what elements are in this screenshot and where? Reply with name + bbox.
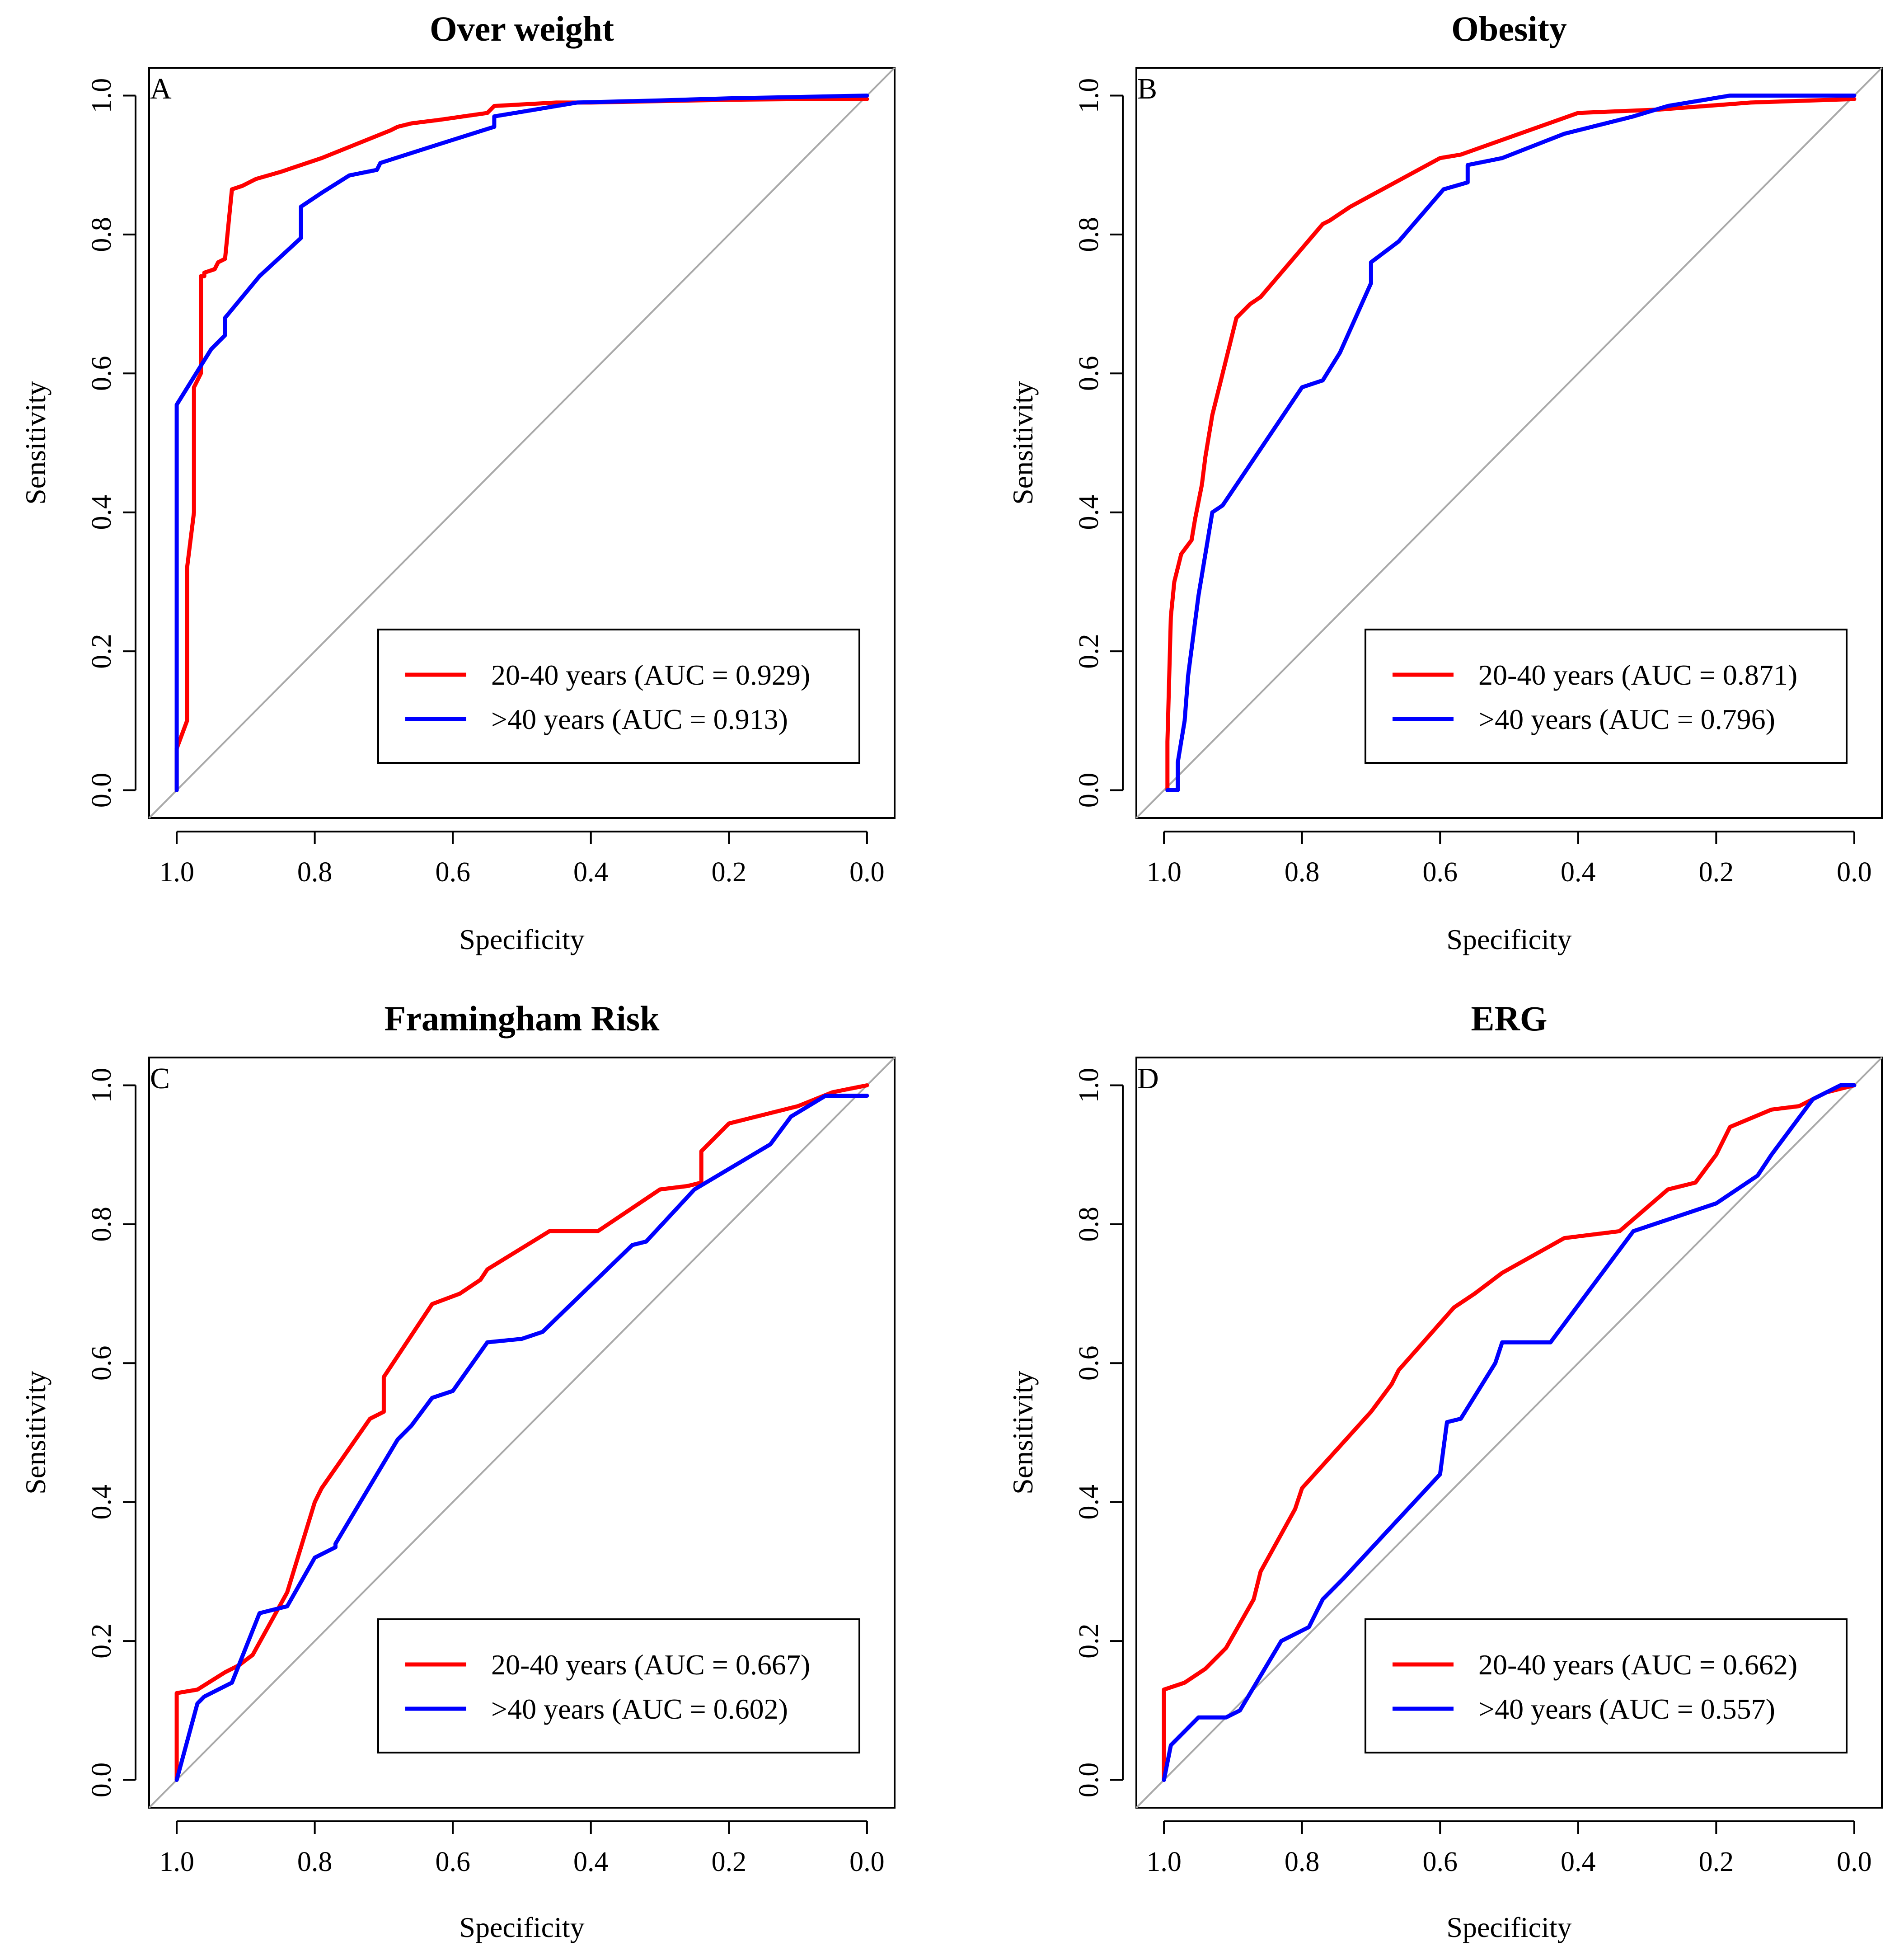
x-tick-label: 1.0 <box>1146 1847 1182 1877</box>
panel-title: Framingham Risk <box>385 999 660 1038</box>
roc-curve-20-40-years <box>1162 1083 1857 1782</box>
reference-diagonal <box>1135 67 1883 819</box>
x-tick-label: 0.2 <box>1699 1847 1734 1877</box>
y-tick-label: 0.6 <box>1074 1346 1104 1381</box>
y-tick-label: 1.0 <box>86 1068 117 1103</box>
y-tick-label: 0.4 <box>86 495 117 530</box>
y-tick-label: 1.0 <box>1074 78 1104 113</box>
legend-box <box>1365 629 1848 764</box>
x-tick-label: 0.4 <box>1561 1847 1596 1877</box>
x-tick-label: 1.0 <box>1146 857 1182 888</box>
x-tick-label: 0.0 <box>1837 857 1872 888</box>
panel-letter: A <box>150 72 172 105</box>
legend-box <box>377 1618 860 1753</box>
x-tick-label: 0.6 <box>435 1847 470 1877</box>
y-tick-label: 0.8 <box>1074 217 1104 252</box>
y-tick-label: 0.2 <box>1074 634 1104 669</box>
y-tick-label: 0.2 <box>86 1623 117 1659</box>
x-tick-label: 0.8 <box>297 857 333 888</box>
y-axis-label: Sensitivity <box>1007 1371 1039 1495</box>
x-tick-label: 0.2 <box>712 857 747 888</box>
legend-label: 20-40 years (AUC = 0.662) <box>1478 1649 1797 1681</box>
x-tick-label: 0.4 <box>1561 857 1596 888</box>
x-tick-label: 0.6 <box>435 857 470 888</box>
x-tick-label: 0.6 <box>1422 857 1458 888</box>
plot-frame <box>1135 1057 1883 1809</box>
y-tick-label: 0.4 <box>1074 495 1104 530</box>
y-axis-label: Sensitivity <box>19 381 52 505</box>
panel-title: ERG <box>1471 999 1547 1038</box>
y-tick-label: 0.0 <box>1074 773 1104 808</box>
y-tick-label: 1.0 <box>86 78 117 113</box>
y-tick-label: 1.0 <box>1074 1068 1104 1103</box>
legend-label: 20-40 years (AUC = 0.871) <box>1478 659 1797 691</box>
x-axis-label: Specificity <box>1446 923 1571 955</box>
x-tick-label: 0.2 <box>712 1847 747 1877</box>
legend-label: >40 years (AUC = 0.602) <box>491 1693 788 1725</box>
y-tick-label: 0.6 <box>86 1346 117 1381</box>
roc-curve-over-40-years <box>1165 94 1857 792</box>
panel-obesity: Obesity B Specificity Sensitivity 1.0 0.8… <box>1007 9 1883 955</box>
panel-framingham-risk: Framingham Risk C Specificity Sensitivit… <box>19 999 896 1943</box>
x-tick-label: 1.0 <box>159 857 194 888</box>
y-axis-label: Sensitivity <box>19 1371 52 1495</box>
reference-diagonal <box>148 67 896 819</box>
panel-letter: D <box>1137 1062 1159 1095</box>
plot-frame <box>148 1057 896 1809</box>
plot-frame <box>1135 67 1883 819</box>
legend-label: 20-40 years (AUC = 0.667) <box>491 1649 810 1681</box>
panel-title: Over weight <box>430 9 614 48</box>
legend-box <box>377 629 860 764</box>
x-tick-label: 1.0 <box>159 1847 194 1877</box>
roc-curve-over-40-years <box>174 1094 869 1782</box>
x-axis-label: Specificity <box>459 1911 584 1943</box>
x-axis-label: Specificity <box>1446 1911 1571 1943</box>
roc-curve-over-40-years <box>1162 1083 1857 1782</box>
y-tick-label: 0.2 <box>1074 1623 1104 1659</box>
x-tick-label: 0.0 <box>1837 1847 1872 1877</box>
roc-curve-20-40-years <box>174 97 869 792</box>
panel-letter: C <box>150 1062 170 1095</box>
x-tick-label: 0.0 <box>849 1847 885 1877</box>
x-tick-label: 0.8 <box>1285 857 1320 888</box>
y-tick-label: 0.2 <box>86 634 117 669</box>
legend-box <box>1365 1618 1848 1753</box>
x-tick-label: 0.8 <box>297 1847 333 1877</box>
x-axis-label: Specificity <box>459 923 584 955</box>
y-tick-label: 0.6 <box>86 356 117 391</box>
x-tick-label: 0.0 <box>849 857 885 888</box>
plot-frame <box>148 67 896 819</box>
x-tick-label: 0.2 <box>1699 857 1734 888</box>
y-tick-label: 0.0 <box>86 1763 117 1798</box>
x-tick-label: 0.8 <box>1285 1847 1320 1877</box>
reference-diagonal <box>148 1057 896 1809</box>
x-tick-label: 0.4 <box>573 857 609 888</box>
y-tick-label: 0.6 <box>1074 356 1104 391</box>
y-tick-label: 0.8 <box>1074 1207 1104 1242</box>
roc-curve-20-40-years <box>1165 97 1857 792</box>
x-tick-label: 0.4 <box>573 1847 609 1877</box>
y-tick-label: 0.8 <box>86 1207 117 1242</box>
y-tick-label: 0.0 <box>86 773 117 808</box>
roc-curve-over-40-years <box>174 94 869 792</box>
panel-erg: ERG D Specificity Sensitivity 1.0 0.8 0.6 0… <box>1007 999 1883 1943</box>
panel-title: Obesity <box>1451 9 1567 48</box>
y-axis-label: Sensitivity <box>1007 381 1039 505</box>
legend-label: 20-40 years (AUC = 0.929) <box>491 659 810 691</box>
y-tick-label: 0.4 <box>1074 1485 1104 1520</box>
legend-label: >40 years (AUC = 0.557) <box>1478 1693 1775 1725</box>
legend-label: >40 years (AUC = 0.796) <box>1478 703 1775 735</box>
y-tick-label: 0.8 <box>86 217 117 252</box>
panel-letter: B <box>1137 72 1157 105</box>
reference-diagonal <box>1135 1057 1883 1809</box>
y-tick-label: 0.0 <box>1074 1763 1104 1798</box>
y-tick-label: 0.4 <box>86 1485 117 1520</box>
legend-label: >40 years (AUC = 0.913) <box>491 703 788 735</box>
x-tick-label: 0.6 <box>1422 1847 1458 1877</box>
panel-over-weight: Over weight A Specificity Sensitivity 1.… <box>19 9 896 955</box>
